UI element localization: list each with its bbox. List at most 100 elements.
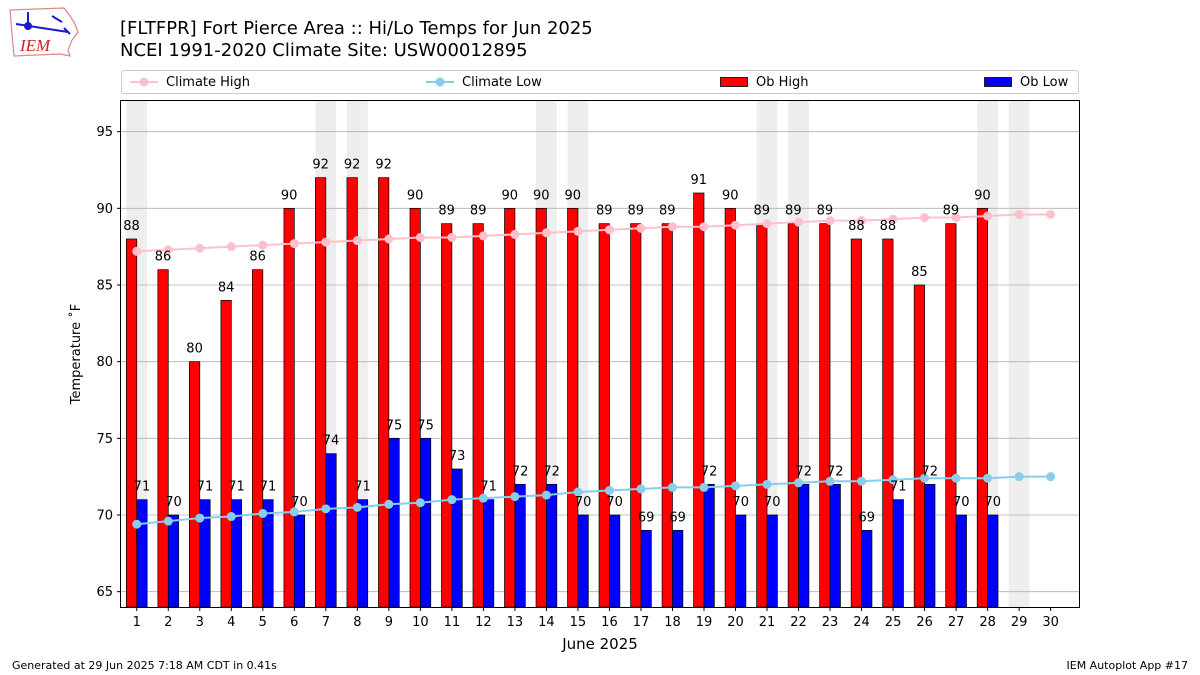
ob-low-bar-day-1: [136, 499, 148, 608]
climate-high-point-day-6: [289, 239, 299, 249]
x-tick-label-20: 20: [727, 615, 744, 630]
climate-low-point-day-28: [983, 473, 993, 483]
climate-high-point-day-15: [573, 226, 583, 236]
ob-low-label-day-28: 70: [985, 495, 1002, 510]
ob-high-label-day-16: 89: [596, 204, 613, 219]
climate-high-point-day-4: [226, 242, 236, 252]
ob-high-label-day-28: 90: [974, 188, 991, 203]
ob-low-label-day-21: 70: [764, 495, 781, 510]
ob-high-label-day-9: 92: [375, 158, 392, 173]
ob-high-bar-day-16: [598, 223, 610, 608]
climate-high-point-day-25: [888, 214, 898, 224]
ob-high-bar-day-25: [882, 238, 894, 608]
ob-low-label-day-11: 73: [449, 449, 466, 464]
ob-high-bar-day-12: [472, 223, 484, 608]
ob-low-label-day-7: 74: [323, 434, 340, 449]
legend-label-ob-low: Ob Low: [1020, 74, 1069, 90]
ob-low-label-day-6: 70: [291, 495, 308, 510]
ob-high-bar-day-10: [409, 207, 421, 608]
ob-high-label-day-15: 90: [564, 188, 581, 203]
x-tick-label-28: 28: [979, 615, 996, 630]
climate-low-point-day-21: [762, 479, 772, 489]
climate-high-point-day-16: [604, 225, 614, 235]
climate-low-point-day-9: [384, 499, 394, 509]
ob-high-bar-day-6: [283, 207, 295, 608]
ob-high-label-day-17: 89: [627, 204, 644, 219]
x-tick-label-26: 26: [916, 615, 933, 630]
ob-high-bar-day-2: [157, 269, 169, 608]
ob-low-label-day-4: 71: [228, 480, 245, 495]
ob-high-bar-day-19: [693, 192, 705, 608]
ob-high-bar-day-1: [126, 238, 138, 608]
legend-swatch-climate-high: [130, 77, 158, 87]
climate-low-point-day-23: [825, 476, 835, 486]
chart-legend: Climate High Climate Low Ob High Ob Low: [121, 70, 1079, 94]
climate-low-point-day-22: [794, 478, 804, 488]
ob-low-label-day-27: 70: [953, 495, 970, 510]
ob-high-label-day-20: 90: [722, 188, 739, 203]
legend-label-climate-low: Climate Low: [462, 74, 542, 90]
climate-low-point-day-2: [163, 516, 173, 526]
climate-low-point-day-1: [132, 519, 142, 529]
ob-low-label-day-18: 69: [669, 510, 686, 525]
x-tick-label-10: 10: [412, 615, 429, 630]
ob-high-bar-day-15: [567, 207, 579, 608]
ob-low-label-day-8: 71: [354, 480, 371, 495]
climate-low-point-day-20: [731, 481, 741, 491]
x-tick-label-17: 17: [633, 615, 650, 630]
climate-low-point-day-24: [857, 476, 867, 486]
ob-low-bar-day-2: [167, 514, 180, 608]
ob-high-bar-day-14: [535, 207, 547, 608]
climate-low-point-day-15: [573, 487, 583, 497]
ob-high-label-day-26: 85: [911, 265, 928, 280]
climate-high-point-day-28: [983, 211, 993, 221]
ob-high-bar-day-22: [787, 223, 799, 608]
climate-high-point-day-12: [478, 231, 488, 241]
climate-low-point-day-13: [510, 492, 520, 502]
ob-low-bar-day-28: [987, 514, 999, 608]
ob-low-label-day-3: 71: [197, 480, 214, 495]
ob-low-label-day-2: 70: [165, 495, 182, 510]
ob-low-bar-day-17: [640, 529, 652, 608]
ob-low-bar-day-12: [483, 499, 495, 608]
climate-low-line: [136, 475, 1051, 526]
ob-low-bar-day-6: [293, 514, 306, 608]
climate-low-point-day-19: [699, 482, 709, 492]
x-tick-label-7: 7: [322, 615, 330, 630]
climate-low-point-day-29: [1014, 472, 1024, 482]
ob-high-bar-day-5: [252, 269, 264, 608]
y-tick-label-90: 90: [96, 202, 113, 217]
ob-high-label-day-5: 86: [249, 250, 266, 265]
ob-low-label-day-5: 71: [260, 480, 277, 495]
x-tick-label-23: 23: [822, 615, 839, 630]
ob-high-label-day-19: 91: [691, 173, 708, 188]
ob-high-bar-day-23: [819, 223, 831, 608]
ob-low-bar-day-7: [325, 453, 337, 608]
climate-low-point-day-14: [541, 490, 551, 500]
ob-low-label-day-15: 70: [575, 495, 592, 510]
footer-generated: Generated at 29 Jun 2025 7:18 AM CDT in …: [12, 659, 277, 672]
y-tick-label-75: 75: [96, 432, 113, 447]
ob-high-label-day-10: 90: [407, 188, 424, 203]
bar-value-labels: 88 71 86 70 80 71 84 71 86 71 90 70 92 74 92 71 92 75 90 75…: [123, 158, 1001, 526]
climate-high-point-day-20: [731, 220, 741, 230]
climate-high-point-day-22: [794, 217, 804, 227]
climate-high-point-day-13: [510, 229, 520, 239]
ob-low-bar-day-15: [577, 514, 589, 608]
ob-low-label-day-12: 71: [480, 480, 497, 495]
ob-high-label-day-1: 88: [123, 219, 140, 234]
ob-high-label-day-14: 90: [533, 188, 550, 203]
climate-high-point-day-7: [321, 237, 331, 247]
x-tick-label-19: 19: [696, 615, 713, 630]
climate-low-point-day-10: [415, 498, 425, 508]
climate-low-point-day-27: [951, 473, 961, 483]
x-tick-label-24: 24: [853, 615, 870, 630]
x-tick-label-9: 9: [385, 615, 393, 630]
climate-high-point-day-9: [384, 234, 394, 244]
x-tick-label-1: 1: [133, 615, 141, 630]
logo-text: IEM: [19, 36, 51, 55]
climate-high-point-day-24: [857, 216, 867, 226]
ob-low-label-day-10: 75: [417, 418, 434, 433]
x-tick-label-3: 3: [196, 615, 204, 630]
